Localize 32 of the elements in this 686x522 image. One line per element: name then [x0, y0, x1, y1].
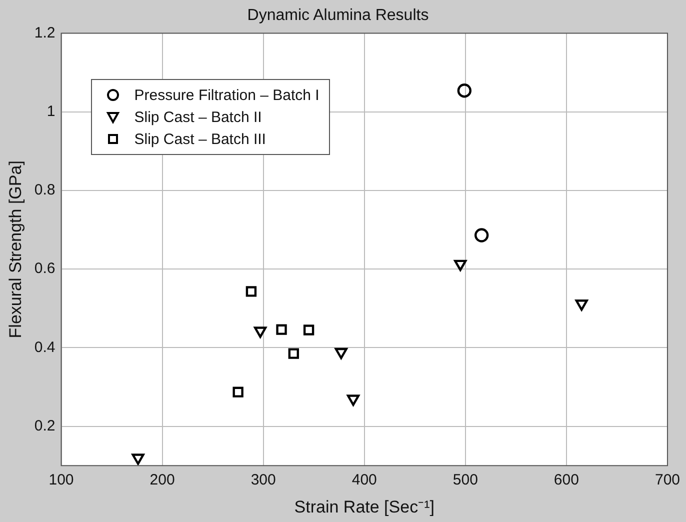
point	[346, 394, 360, 406]
point	[132, 454, 144, 465]
point	[303, 324, 314, 336]
y-tick-label: 0.2	[34, 417, 56, 434]
y-tick-label: 1	[46, 102, 56, 120]
point	[474, 228, 489, 242]
y-tick-label: 1.2	[34, 24, 56, 42]
y-tick-label: 0.6	[34, 260, 56, 278]
x-tick-label: 200	[150, 472, 175, 489]
x-axis-title: Strain Rate [Sec⁻¹]	[294, 497, 434, 516]
y-axis-title: Flexural Strength [GPa]	[6, 160, 25, 338]
y-tick-label: 0.8	[34, 182, 56, 199]
legend-label: Pressure Filtration – Batch I	[134, 86, 320, 104]
point	[334, 348, 348, 360]
point	[276, 324, 287, 335]
point	[246, 286, 257, 297]
x-tick-label: 500	[452, 472, 478, 489]
x-tick-label: 700	[654, 472, 680, 489]
point	[232, 386, 244, 398]
x-tick-label: 300	[250, 472, 276, 489]
legend-label: Slip Cast – Batch II	[134, 108, 262, 126]
x-tick-label: 100	[48, 472, 74, 489]
legend-label: Slip Cast – Batch III	[134, 130, 266, 148]
point	[575, 300, 588, 311]
x-tick-label: 400	[352, 472, 377, 489]
point	[457, 83, 472, 98]
point	[254, 326, 267, 338]
point	[454, 260, 467, 272]
y-tick-label: 0.4	[34, 338, 56, 356]
x-tick-label: 600	[554, 472, 579, 489]
point	[288, 348, 299, 359]
chart-title: Dynamic Alumina Results	[247, 7, 429, 24]
